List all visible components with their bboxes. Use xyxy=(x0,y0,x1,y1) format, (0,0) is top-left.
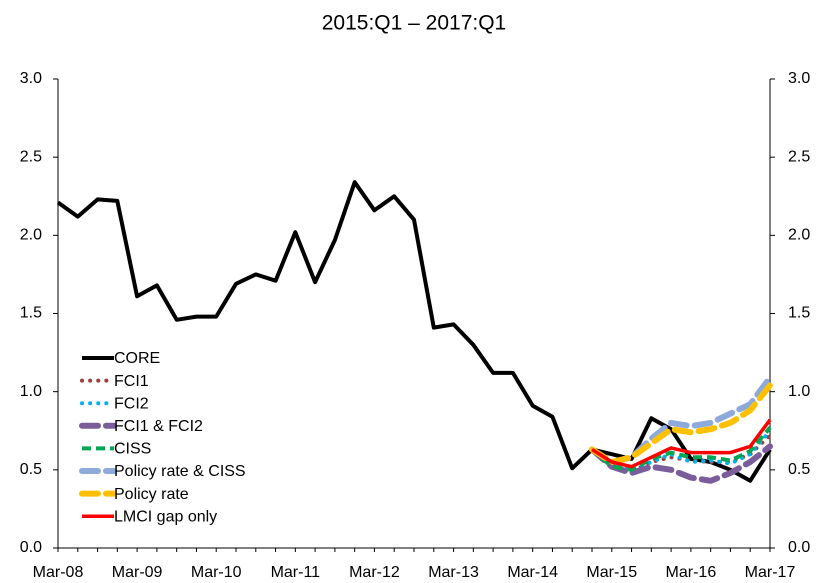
legend-label: Policy rate & CISS xyxy=(114,463,246,480)
x-tick-label: Mar-16 xyxy=(666,564,717,581)
y2-tick-label: 2.0 xyxy=(788,227,810,244)
series-line xyxy=(590,428,772,472)
x-tick-label: Mar-12 xyxy=(349,564,400,581)
y2-tick-label: 2.5 xyxy=(788,148,810,165)
y2-tick-label: 0.0 xyxy=(788,539,810,556)
series-line xyxy=(56,180,772,483)
series-line xyxy=(591,418,772,469)
series-line xyxy=(590,426,772,472)
y2-tick-label: 1.0 xyxy=(788,383,810,400)
y-tick-label: 3.0 xyxy=(20,70,42,87)
y-tick-label: 0.5 xyxy=(20,461,42,478)
x-tick-label: Mar-17 xyxy=(745,564,796,581)
legend-label: FCI1 xyxy=(114,373,149,390)
legend-label: Policy rate xyxy=(114,486,189,503)
y2-tick-label: 3.0 xyxy=(788,70,810,87)
y-tick-label: 2.5 xyxy=(20,148,42,165)
y-tick-label: 1.0 xyxy=(20,383,42,400)
x-tick-label: Mar-08 xyxy=(33,564,84,581)
legend-label: FCI2 xyxy=(114,395,149,412)
x-tick-label: Mar-13 xyxy=(428,564,479,581)
y2-tick-label: 1.5 xyxy=(788,305,810,322)
y-tick-label: 0.0 xyxy=(20,539,42,556)
legend-label: CISS xyxy=(114,441,151,458)
legend-label: CORE xyxy=(114,350,160,367)
x-tick-label: Mar-10 xyxy=(191,564,242,581)
x-tick-label: Mar-15 xyxy=(586,564,637,581)
y2-tick-label: 0.5 xyxy=(788,461,810,478)
x-tick-label: Mar-09 xyxy=(112,564,163,581)
x-tick-label: Mar-14 xyxy=(507,564,558,581)
y-tick-label: 2.0 xyxy=(20,227,42,244)
chart-title: 2015:Q1 – 2017:Q1 xyxy=(322,12,506,35)
series-line xyxy=(589,382,773,465)
legend-label: FCI1 & FCI2 xyxy=(114,418,203,435)
legend-label: LMCI gap only xyxy=(114,508,217,525)
y-tick-label: 1.5 xyxy=(20,305,42,322)
x-tick-label: Mar-11 xyxy=(271,564,321,581)
